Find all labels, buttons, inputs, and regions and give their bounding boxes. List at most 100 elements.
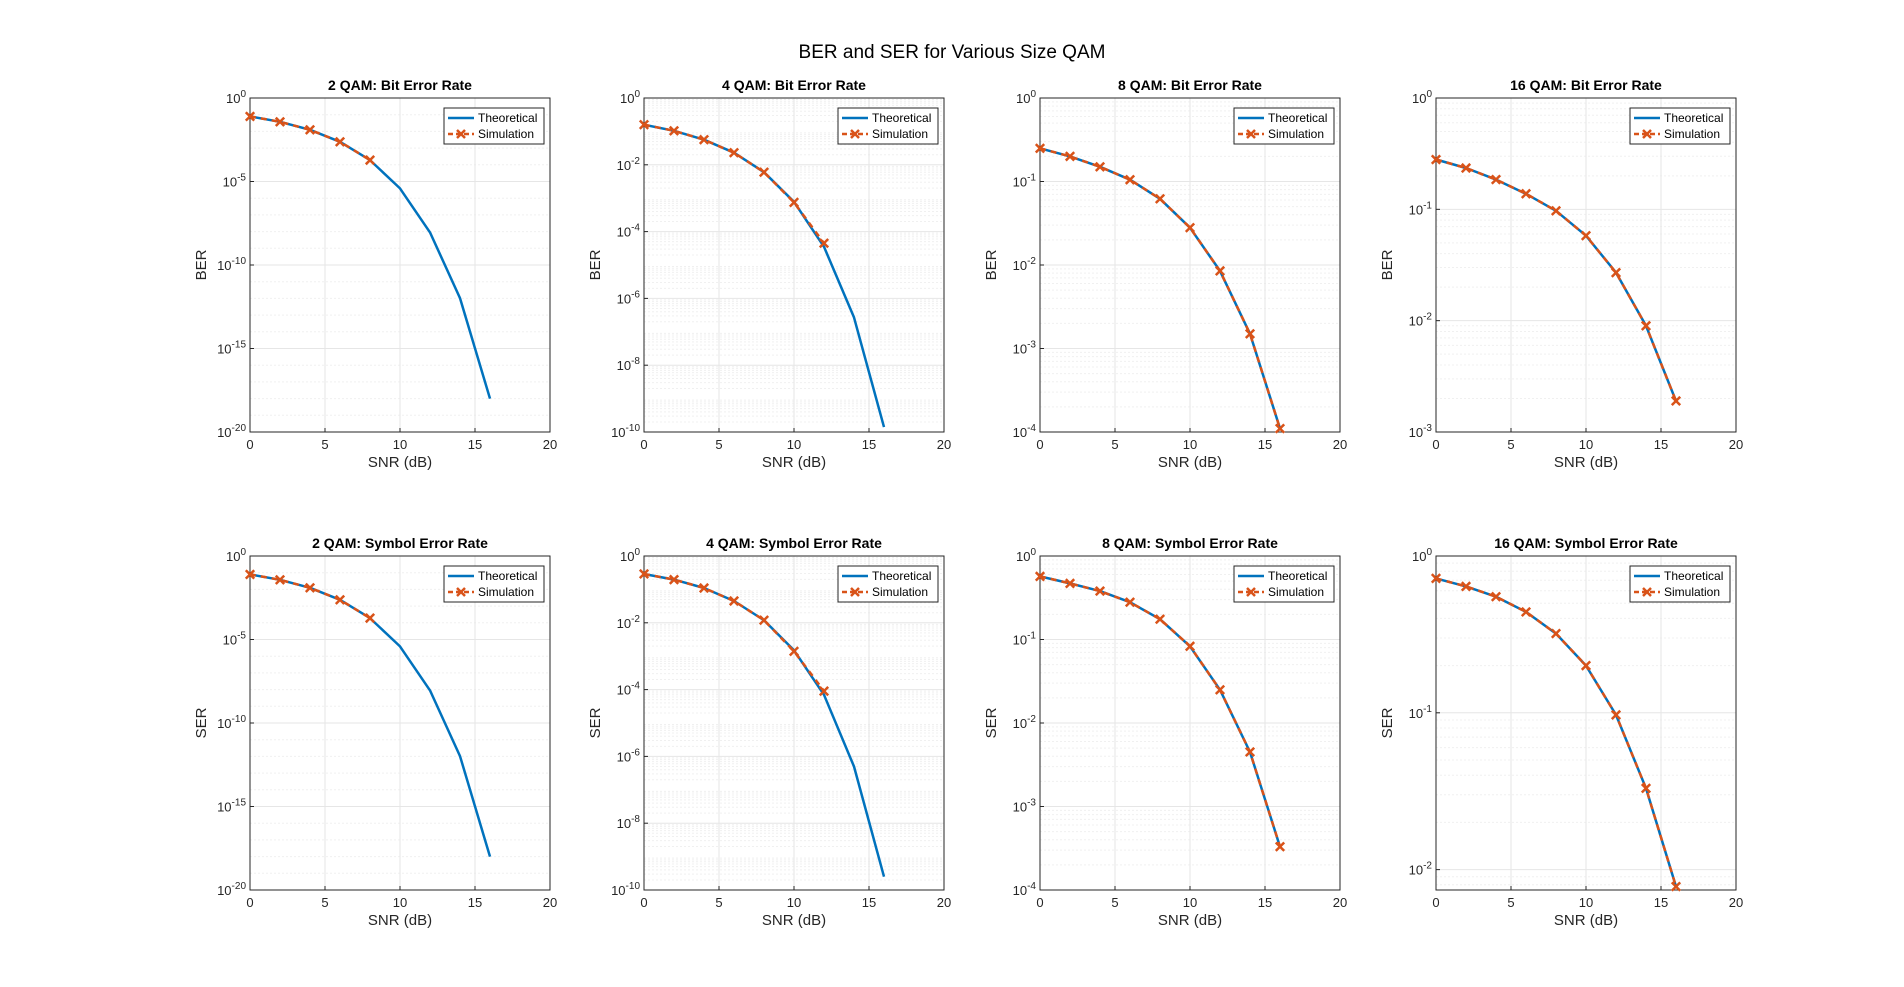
legend-theoretical-label: Theoretical — [478, 111, 537, 125]
x-axis-label: SNR (dB) — [1158, 454, 1222, 471]
series-simulation-line — [1435, 158, 1678, 402]
simulation-marker — [1610, 267, 1622, 278]
legend: Theoretical Simulation — [1233, 107, 1335, 145]
x-tick-label: 20 — [543, 895, 557, 910]
simulation-marker — [1460, 162, 1472, 174]
x-tick-label: 5 — [715, 895, 722, 910]
subplot-title: 16 QAM: Bit Error Rate — [1510, 77, 1662, 93]
subplot-1: 0 5 10 15 20 10-20 10-15 10-10 10-5 100 2 QAM: Bit… — [193, 77, 557, 471]
subplot-2: 0 5 10 15 20 10-10 10-8 10-6 10-4 10-2 100 4 QAM: B… — [587, 77, 951, 471]
y-axis-label: BER — [587, 249, 604, 280]
legend-simulation-marker — [850, 587, 860, 597]
x-axis-label: SNR (dB) — [1554, 454, 1618, 471]
simulation-marker — [1580, 230, 1592, 241]
x-tick-label: 15 — [1258, 437, 1272, 452]
simulation-marker — [304, 582, 316, 593]
y-tick-label: 100 — [620, 547, 640, 564]
x-tick-label: 15 — [862, 437, 876, 452]
x-axis-label: SNR (dB) — [762, 912, 826, 929]
legend-theoretical-label: Theoretical — [872, 569, 931, 583]
axes-box — [643, 555, 945, 891]
y-tick-label: 100 — [1016, 547, 1036, 564]
y-tick-label: 10-8 — [617, 814, 641, 831]
legend-simulation-label: Simulation — [1664, 585, 1720, 599]
simulation-marker — [1034, 143, 1046, 154]
x-tick-label: 5 — [715, 437, 722, 452]
simulation-marker — [244, 111, 256, 122]
series-simulation-line — [1039, 575, 1282, 848]
subplot-title: 8 QAM: Bit Error Rate — [1118, 77, 1262, 93]
simulation-marker — [1124, 174, 1136, 185]
x-tick-label: 0 — [246, 895, 253, 910]
legend-simulation-label: Simulation — [872, 127, 928, 141]
y-axis-label: SER — [587, 707, 604, 738]
legend-theoretical-label: Theoretical — [872, 111, 931, 125]
simulation-marker — [818, 686, 830, 697]
y-tick-label: 10-5 — [223, 173, 247, 190]
subplot-title: 2 QAM: Symbol Error Rate — [312, 535, 488, 551]
simulation-marker — [1064, 151, 1076, 162]
x-tick-label: 15 — [468, 895, 482, 910]
legend: Theoretical Simulation — [443, 107, 545, 145]
simulation-marker — [698, 582, 710, 594]
legend-simulation-marker — [1642, 129, 1652, 139]
simulation-marker — [1184, 222, 1196, 233]
subplot-title: 16 QAM: Symbol Error Rate — [1494, 535, 1678, 551]
legend: Theoretical Simulation — [1629, 107, 1731, 145]
simulation-marker — [1034, 571, 1046, 582]
subplot-title: 8 QAM: Symbol Error Rate — [1102, 535, 1278, 551]
y-tick-label: 10-1 — [1013, 173, 1037, 190]
simulation-marker — [818, 238, 830, 249]
y-tick-label: 10-2 — [617, 156, 641, 173]
legend-theoretical-label: Theoretical — [1664, 569, 1723, 583]
simulation-marker — [668, 574, 680, 585]
x-tick-label: 5 — [321, 437, 328, 452]
axes-box — [643, 97, 945, 433]
legend-simulation-marker — [850, 129, 860, 139]
legend-theoretical-label: Theoretical — [1664, 111, 1723, 125]
simulation-marker — [728, 595, 740, 607]
y-tick-label: 10-3 — [1013, 340, 1037, 357]
legend-box — [1233, 565, 1335, 603]
x-tick-label: 20 — [1333, 437, 1347, 452]
subplot-3: 0 5 10 15 20 10-4 10-3 10-2 10-1 100 8 QAM: Bit Er… — [983, 77, 1347, 471]
y-axis-label: BER — [983, 249, 1000, 280]
simulation-marker — [364, 613, 376, 624]
y-tick-label: 10-15 — [217, 798, 246, 815]
legend-box — [443, 565, 545, 603]
x-tick-label: 10 — [1579, 437, 1593, 452]
x-tick-label: 5 — [321, 895, 328, 910]
axes-box — [1435, 555, 1737, 891]
x-axis-label: SNR (dB) — [1158, 912, 1222, 929]
y-axis-label: BER — [193, 249, 210, 280]
simulation-marker — [1154, 193, 1166, 204]
x-tick-label: 10 — [1579, 895, 1593, 910]
y-tick-label: 10-10 — [217, 714, 246, 731]
legend-simulation-label: Simulation — [478, 127, 534, 141]
x-tick-label: 0 — [1036, 437, 1043, 452]
y-tick-label: 100 — [1016, 89, 1036, 106]
simulation-marker — [1550, 628, 1562, 639]
x-axis-label: SNR (dB) — [762, 454, 826, 471]
x-tick-label: 0 — [1036, 895, 1043, 910]
y-tick-label: 10-2 — [617, 614, 641, 631]
simulation-marker — [1520, 606, 1532, 617]
x-axis-label: SNR (dB) — [1554, 912, 1618, 929]
x-tick-label: 0 — [1432, 437, 1439, 452]
simulation-marker — [1520, 188, 1532, 199]
x-tick-label: 0 — [246, 437, 253, 452]
y-tick-label: 10-10 — [611, 881, 640, 898]
y-tick-label: 10-20 — [217, 881, 246, 898]
legend-box — [1629, 565, 1731, 603]
legend-box — [443, 107, 545, 145]
y-tick-label: 10-15 — [217, 340, 246, 357]
y-tick-label: 10-1 — [1013, 631, 1037, 648]
simulation-marker — [638, 119, 650, 130]
legend: Theoretical Simulation — [1233, 565, 1335, 603]
simulation-marker — [1430, 573, 1442, 584]
simulation-marker — [698, 134, 710, 145]
x-tick-label: 5 — [1111, 895, 1118, 910]
x-tick-label: 20 — [937, 895, 951, 910]
y-tick-label: 10-10 — [217, 256, 246, 273]
